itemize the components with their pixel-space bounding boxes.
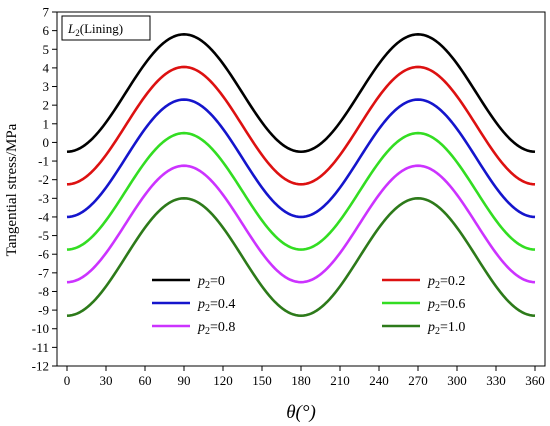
svg-text:L2(Lining): L2(Lining)	[67, 21, 123, 38]
x-tick-label: 0	[64, 373, 71, 388]
x-tick-label: 300	[447, 373, 467, 388]
x-tick-label: 210	[330, 373, 350, 388]
legend-label: p2=1.0	[427, 320, 465, 337]
legend-entry: p2=0.4	[152, 297, 235, 314]
x-tick-label: 150	[252, 373, 272, 388]
legend-label: p2=0.2	[427, 274, 465, 291]
x-tick-label: 60	[139, 373, 152, 388]
plot-frame	[56, 11, 546, 367]
y-tick-label: 4	[43, 60, 50, 75]
series-line	[66, 164, 536, 284]
y-tick-label: -10	[32, 321, 49, 336]
y-tick-label: -1	[38, 154, 49, 169]
series-line	[66, 197, 536, 317]
x-tick-label: 30	[100, 373, 113, 388]
legend: p2=0 p2=0.2 p2=0.4 p2=0.6 p2=0.8 p2=1.0	[152, 274, 465, 337]
y-tick-label: 2	[43, 98, 50, 113]
y-tick-label: -5	[38, 228, 49, 243]
annotation-box: L2(Lining)	[61, 15, 151, 41]
y-tick-label: 3	[43, 79, 50, 94]
x-tick-label: 90	[178, 373, 191, 388]
y-tick-label: -9	[38, 303, 49, 318]
y-tick-label: -6	[38, 247, 49, 262]
series-line	[66, 98, 536, 219]
y-axis-title: Tangential stress/MPa	[4, 123, 20, 256]
legend-label: p2=0	[197, 274, 225, 291]
y-tick-label: -7	[38, 265, 49, 280]
legend-entry: p2=1.0	[382, 320, 465, 337]
x-tick-label: 360	[525, 373, 545, 388]
x-axis-title: θ(°)	[286, 402, 316, 423]
y-tick-label: -11	[32, 340, 49, 355]
y-tick-label: 7	[43, 5, 50, 20]
y-tick-label: -8	[38, 284, 49, 299]
series-lines	[66, 33, 536, 317]
x-tick-label: 270	[408, 373, 428, 388]
legend-label: p2=0.4	[197, 297, 235, 314]
legend-label: p2=0.6	[427, 297, 465, 314]
annotation-italic: L	[67, 21, 75, 36]
x-axis-ticks: 0 30 60 90 120 150 180 210 240 270 300 330 360	[64, 366, 545, 388]
legend-label: p2=0.8	[197, 320, 235, 337]
annotation-sub: 2	[75, 28, 80, 38]
y-tick-label: -12	[32, 359, 49, 374]
series-line	[66, 33, 536, 154]
annotation-rest: (Lining)	[80, 21, 123, 36]
legend-entry: p2=0	[152, 274, 225, 291]
y-tick-label: -2	[38, 172, 49, 187]
y-axis-ticks: 7 6 5 4 3 2 1 0 -1 -2 -3 -4 -5 -6 -7 -8 -9 -10 -11 -12	[32, 5, 57, 374]
x-tick-label: 330	[486, 373, 506, 388]
legend-entry: p2=0.8	[152, 320, 235, 337]
x-tick-label: 180	[291, 373, 311, 388]
x-tick-label: 120	[213, 373, 233, 388]
y-tick-label: 0	[43, 135, 50, 150]
y-tick-label: -4	[38, 209, 49, 224]
y-tick-label: 6	[43, 23, 50, 38]
y-tick-label: 1	[43, 116, 50, 131]
legend-entry: p2=0.6	[382, 297, 465, 314]
x-tick-label: 240	[369, 373, 389, 388]
y-tick-label: -3	[38, 191, 49, 206]
legend-entry: p2=0.2	[382, 274, 465, 291]
y-tick-label: 5	[43, 42, 50, 57]
series-line	[66, 65, 536, 186]
series-line	[66, 131, 536, 251]
